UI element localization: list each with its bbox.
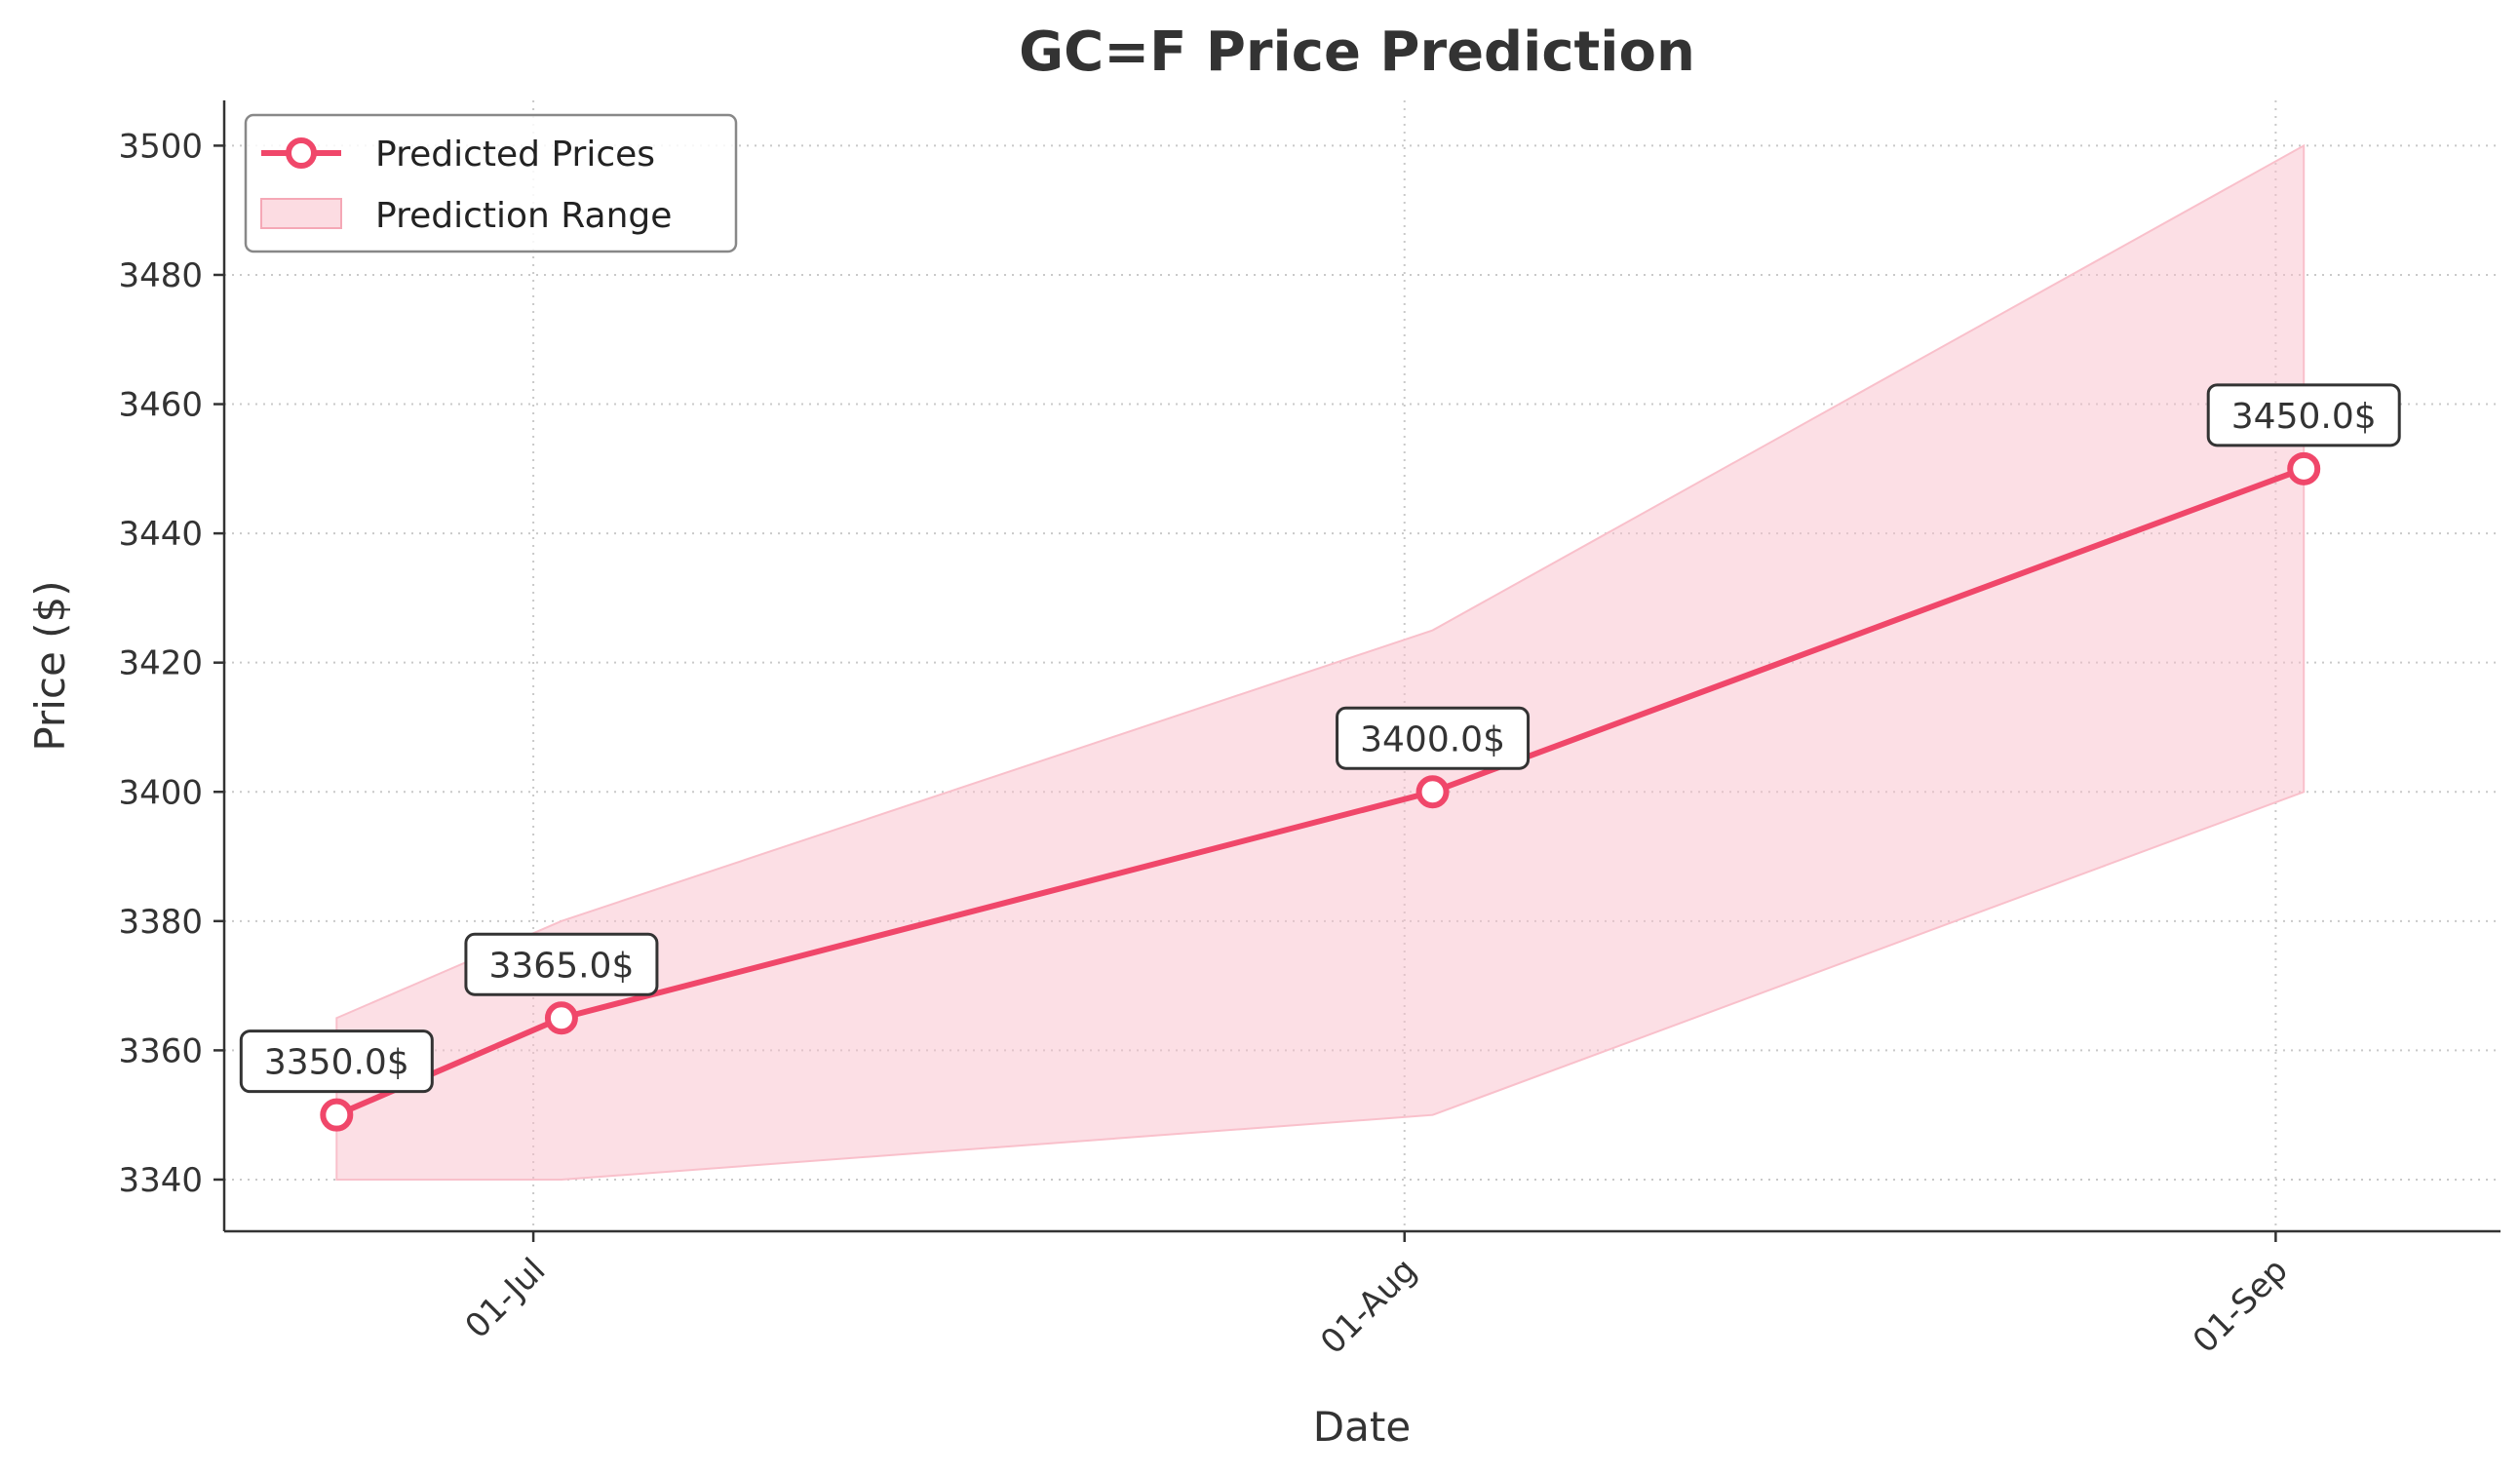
annotation-box: [1336, 706, 1531, 770]
annotation-box: [239, 1029, 434, 1094]
legend-frame: [244, 113, 738, 253]
x-tick-label: 01-Jul: [458, 1251, 554, 1346]
y-tick-label: 3460: [118, 386, 203, 425]
annotation-label: 3450.0$: [2206, 383, 2401, 447]
legend-label-predicted-prices: Predicted Prices: [375, 135, 655, 175]
x-axis-label: Date: [1313, 1403, 1411, 1451]
data-points: [320, 451, 2321, 1132]
prediction-range-layer: [335, 143, 2306, 1181]
y-tick-label: 3340: [118, 1161, 203, 1200]
y-tick-label: 3500: [118, 127, 203, 166]
x-tick-label: 01-Sep: [2186, 1251, 2296, 1361]
y-tick-label: 3480: [118, 256, 203, 295]
chart-title: GC=F Price Prediction: [1019, 20, 1695, 84]
annotation-label: 3365.0$: [464, 932, 659, 996]
predicted-line-layer: [335, 466, 2306, 1118]
x-tick-label: 01-Aug: [1313, 1251, 1424, 1362]
predicted-prices-line: [335, 466, 2306, 1118]
data-point: [544, 1001, 578, 1035]
data-point: [320, 1098, 354, 1132]
y-tick-label: 3360: [118, 1031, 203, 1070]
legend-marker-swatch: [286, 137, 317, 169]
y-tick-label: 3420: [118, 644, 203, 683]
x-ticks: 01-Jul 01-Aug 01-Sep: [458, 1231, 2296, 1362]
annotation-label: 3400.0$: [1336, 706, 1531, 770]
annotations: 3350.0$ 3365.0$ 3400.0$ 3450.0$: [239, 383, 2401, 1094]
data-point: [1415, 775, 1450, 809]
y-tick-label: 3440: [118, 515, 203, 554]
y-ticks: 3340 3360 3380 3400 3420 3440 3460 3480 3500: [118, 127, 224, 1200]
annotation-text: 3365.0$: [488, 946, 634, 986]
axes: [222, 100, 2501, 1233]
y-axis-label: Price ($): [26, 580, 74, 751]
y-tick-label: 3400: [118, 773, 203, 812]
annotation-text: 3400.0$: [1360, 719, 1505, 759]
annotation-text: 3450.0$: [2231, 397, 2377, 437]
prediction-range-band: [335, 143, 2306, 1181]
y-tick-label: 3380: [118, 903, 203, 942]
annotation-label: 3350.0$: [239, 1029, 434, 1094]
data-point: [2287, 451, 2321, 485]
annotation-text: 3350.0$: [264, 1043, 409, 1083]
legend-range-swatch: [260, 198, 342, 229]
legend-label-prediction-range: Prediction Range: [375, 196, 672, 236]
legend: Predicted Prices Prediction Range: [244, 113, 738, 253]
annotation-box: [464, 932, 659, 996]
annotation-box: [2206, 383, 2401, 447]
